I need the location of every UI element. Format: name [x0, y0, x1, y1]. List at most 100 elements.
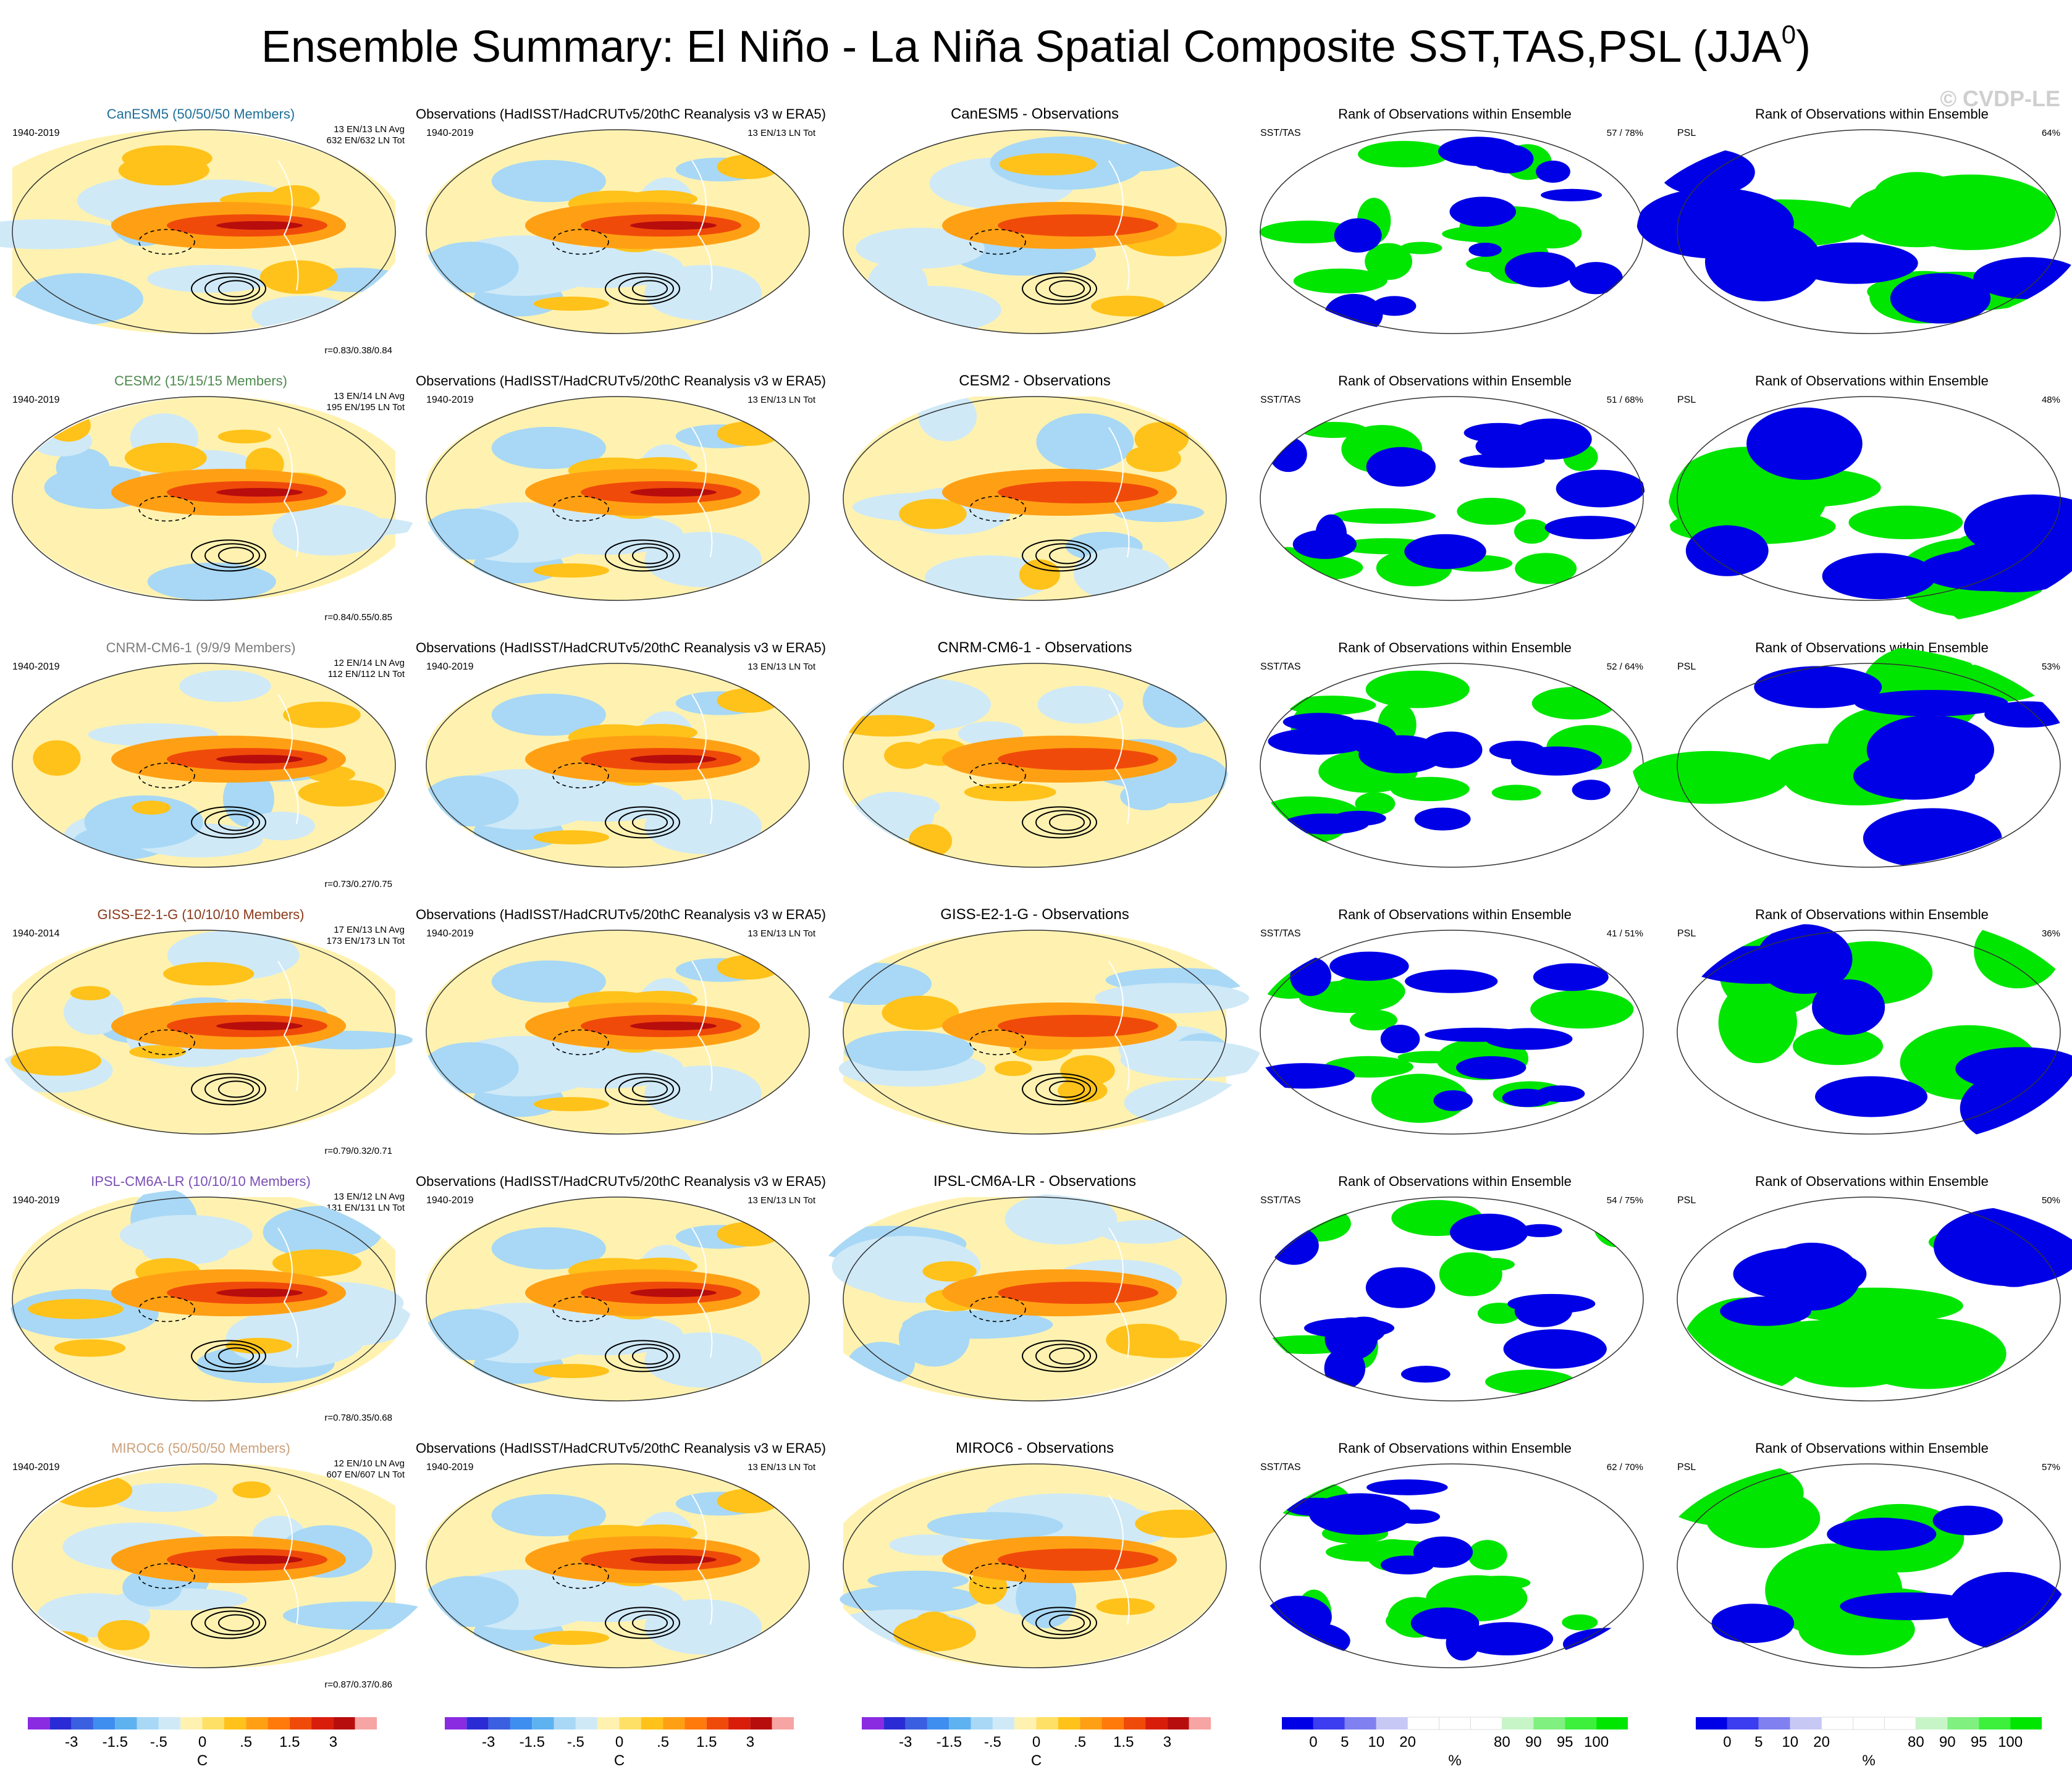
coastline: [691, 160, 713, 291]
rank-low-region: [1290, 957, 1331, 996]
colorbar-tick-label: 10: [1368, 1734, 1384, 1750]
rank-title: Rank of Observations within Ensemble: [1755, 640, 1989, 655]
enso-peak: [216, 221, 303, 230]
colorbar: -3 -1.5 -.5 0 .5 1.5 3 C: [862, 1717, 1211, 1769]
cold-anomaly-patch: [889, 1534, 970, 1556]
colorbar-tick-label: 5: [1341, 1734, 1349, 1750]
model-avg-count: 12 EN/14 LN Avg: [334, 658, 405, 668]
map-outline: [426, 1463, 810, 1668]
rank-variable: SST/TAS: [1260, 928, 1301, 939]
cold-anomaly-patch: [1099, 1220, 1187, 1244]
warm-anomaly-patch: [909, 824, 953, 858]
psl-contour: [605, 1340, 680, 1372]
rank-high-region: [1371, 1074, 1468, 1123]
colorbar-swatch: [992, 1717, 1015, 1729]
warm-anomaly-patch: [122, 145, 213, 172]
cold-anomaly-patch: [840, 1585, 980, 1614]
cold-anomaly-patch: [84, 795, 203, 849]
colorbar-swatch: [267, 1717, 290, 1729]
rank-low-region: [1365, 1267, 1436, 1308]
cold-anomaly-patch: [1074, 547, 1171, 602]
map-outline: [843, 663, 1227, 868]
model-label: CNRM-CM6-1 (9/9/9 Members): [106, 640, 296, 655]
rank-title: Rank of Observations within Ensemble: [1755, 373, 1989, 389]
rank-percent: 50%: [2042, 1195, 2060, 1206]
psl-contour-negative: [552, 762, 609, 789]
psl-contour: [618, 543, 674, 568]
colorbar-tick-label: -.5: [984, 1734, 1001, 1750]
coastline: [1108, 694, 1130, 825]
observations-period: 1940-2019: [426, 1195, 474, 1206]
psl-contour: [1022, 1340, 1097, 1372]
rank-low-region: [1334, 218, 1382, 253]
colorbar-swatch: [1470, 1717, 1502, 1730]
rank-low-region: [1733, 1247, 1867, 1301]
rank-low-region: [1792, 242, 1918, 284]
rank-percent: 57%: [2042, 1462, 2060, 1473]
rank-low-region: [1461, 1622, 1554, 1656]
model-period: 1940-2019: [12, 662, 60, 672]
psl-contour: [618, 1610, 674, 1636]
rank-title: Rank of Observations within Ensemble: [1338, 1440, 1572, 1456]
colorbar: -3 -1.5 -.5 0 .5 1.5 3 C: [28, 1717, 377, 1769]
psl-contour-negative: [138, 1296, 195, 1322]
psl-contour-negative: [969, 1029, 1026, 1056]
warm-anomaly-patch: [1058, 1078, 1108, 1103]
psl-contour: [605, 1607, 680, 1639]
rank-low-region: [1863, 808, 2002, 868]
cold-anomaly-patch: [422, 508, 519, 560]
psl-contour: [191, 539, 266, 572]
colorbar: -3 -1.5 -.5 0 .5 1.5 3 C: [445, 1717, 794, 1769]
rank-psl-panel: Rank of Observations within Ensemble PSL 5…: [1656, 1440, 2071, 1668]
colorbar-tick-label: 0: [1309, 1734, 1317, 1750]
cold-anomaly-patch: [491, 960, 606, 1003]
colorbar-swatch: [510, 1717, 533, 1729]
rank-psl-panel: Rank of Observations within Ensemble PSL 5…: [1677, 1174, 2072, 1402]
pattern-correlation: r=0.87/0.37/0.86: [324, 1679, 392, 1690]
colorbar-swatch: [1758, 1717, 1790, 1729]
psl-contour-negative: [552, 495, 609, 522]
model-avg-count: 12 EN/10 LN Avg: [334, 1458, 405, 1469]
observations-count: 13 EN/13 LN Tot: [748, 928, 816, 939]
rank-high-region: [1332, 508, 1436, 524]
enso-peak: [216, 755, 303, 763]
model-avg-count: 13 EN/12 LN Avg: [334, 1192, 405, 1202]
rank-percent: 54 / 75%: [1607, 1195, 1643, 1206]
colorbar-swatch: [1533, 1717, 1565, 1729]
colorbar-tick-label: 95: [1557, 1734, 1573, 1750]
colorbar-swatch: [1853, 1717, 1885, 1730]
rank-percent: 57 / 78%: [1607, 128, 1643, 138]
enso-peak: [216, 1555, 303, 1564]
colorbar-swatch: [71, 1717, 93, 1729]
rank-high-region: [1286, 696, 1376, 715]
model-label: GISS-E2-1-G (10/10/10 Members): [97, 907, 304, 922]
warm-anomaly-patch: [70, 986, 111, 1001]
colorbar-swatch: [1439, 1717, 1471, 1730]
colorbar-tick-label: .5: [657, 1734, 669, 1750]
colorbar-tick-label: 1.5: [1113, 1734, 1134, 1750]
rank-low-region: [1372, 296, 1417, 316]
rank-high-region: [1485, 1369, 1576, 1394]
psl-contour: [1022, 272, 1097, 305]
cold-anomaly-patch: [870, 794, 940, 820]
rank-high-region: [1365, 243, 1412, 280]
map-outline: [1677, 930, 2061, 1135]
colorbar-swatch: [1376, 1717, 1408, 1729]
enso-peak: [216, 1022, 303, 1030]
psl-contour: [204, 810, 260, 835]
psl-contour: [218, 280, 254, 298]
psl-contour: [191, 1073, 266, 1106]
observations-period: 1940-2019: [426, 928, 474, 939]
rank-psl-panel: Rank of Observations within Ensemble PSL 5…: [1630, 640, 2071, 868]
cold-anomaly-patch: [263, 1206, 382, 1259]
colorbar-swatch: [619, 1717, 641, 1729]
model-label: IPSL-CM6A-LR (10/10/10 Members): [91, 1174, 311, 1189]
enso-peak: [630, 221, 717, 230]
rank-low-region: [1405, 969, 1498, 993]
enso-peak: [630, 1555, 717, 1564]
coastline: [277, 427, 299, 558]
map-outline: [12, 930, 396, 1135]
rank-low-region: [1705, 222, 1822, 301]
colorbar-tick-label: 90: [1525, 1734, 1542, 1750]
map-outline: [1677, 396, 2061, 601]
